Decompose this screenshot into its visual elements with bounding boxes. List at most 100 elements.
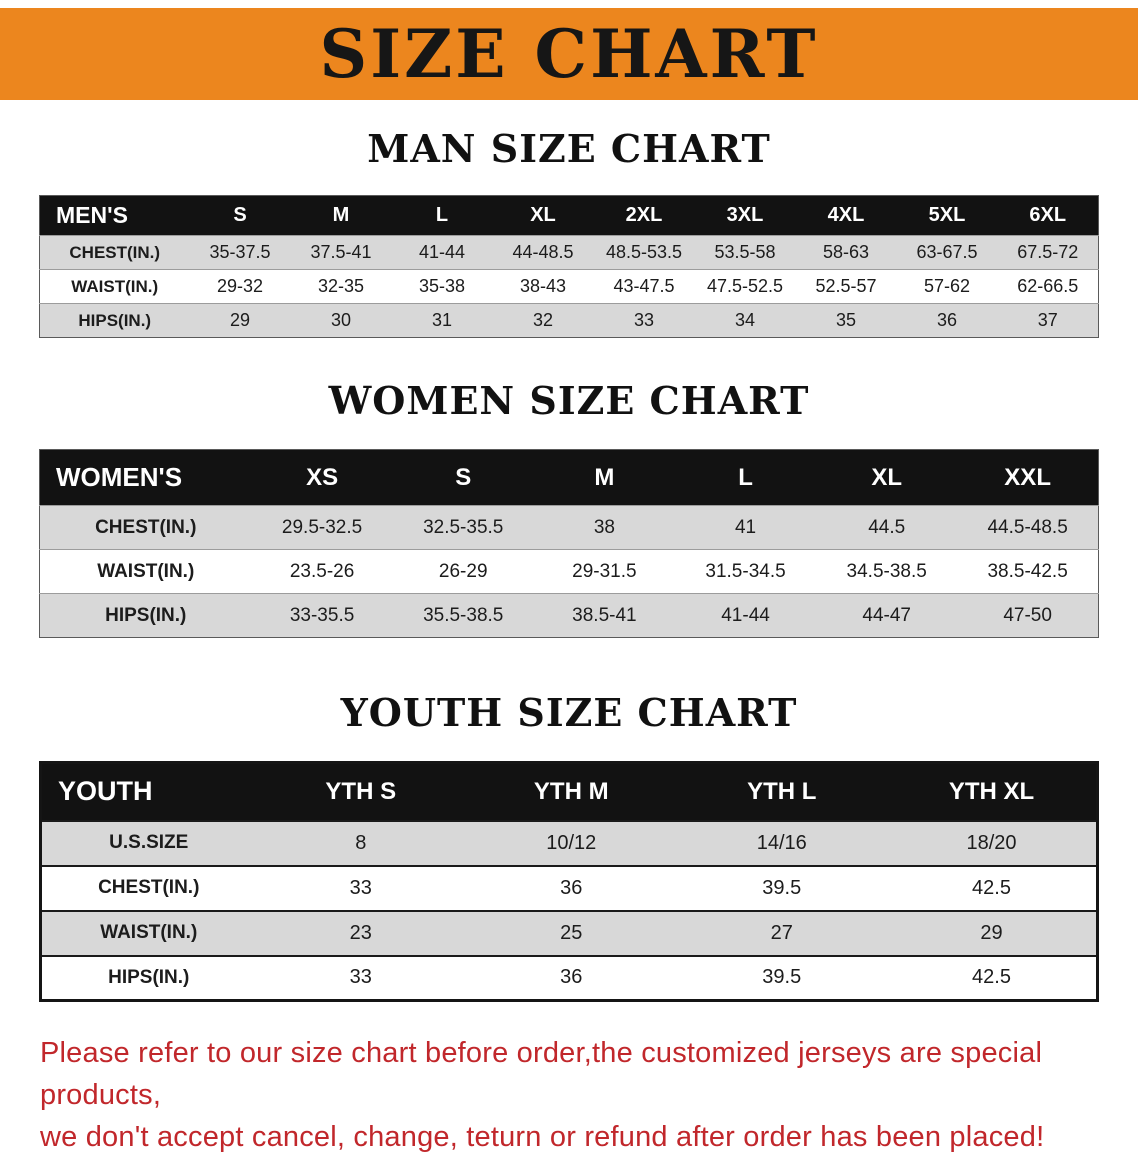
value-cell: 52.5-57 [795, 269, 897, 304]
measurement-row: U.S.SIZE 8 10/12 14/16 18/20 [40, 819, 1098, 866]
value-cell: 37 [997, 303, 1099, 338]
size-header-cell: YTH M [533, 777, 609, 805]
section-heading-women: WOMEN SIZE CHART [328, 378, 810, 423]
value-cell: 36 [466, 864, 677, 911]
value-cell: 33 [593, 303, 695, 338]
value-cell: 29-31.5 [533, 549, 675, 594]
size-header-cell: S [455, 463, 472, 491]
table-title-cell: MEN'S [56, 202, 128, 228]
section-women: WOMEN SIZE CHART WOMEN'S XS S M L XL XXL CHEST(… [0, 378, 1138, 638]
value-cell: 38-43 [492, 269, 594, 304]
row-label-cell: WAIST(IN.) [39, 549, 252, 594]
value-cell: 31 [391, 303, 493, 338]
row-label-cell: U.S.SIZE [40, 819, 256, 866]
row-label-cell: WAIST(IN.) [40, 909, 256, 956]
value-cell: 39.5 [676, 954, 887, 1001]
page-title: SIZE CHART [319, 15, 819, 93]
value-cell: 29 [887, 909, 1098, 956]
value-cell: 32-35 [290, 269, 392, 304]
size-header-cell: XL [530, 204, 556, 226]
section-heading-youth: YOUTH SIZE CHART [340, 690, 798, 735]
table-header-row: MEN'S S M L XL 2XL 3XL 4XL 5XL 6XL [39, 195, 1099, 236]
size-header-cell: 5XL [928, 204, 966, 226]
value-cell: 32.5-35.5 [392, 505, 534, 550]
size-header-cell: L [435, 204, 449, 226]
value-cell: 42.5 [887, 864, 1098, 911]
value-cell: 34 [694, 303, 796, 338]
women-size-table: WOMEN'S XS S M L XL XXL CHEST(IN.) 29.5-32.5 32.5… [39, 449, 1099, 638]
section-youth: YOUTH SIZE CHART YOUTH YTH S YTH M YTH L YTH… [0, 690, 1138, 1002]
value-cell: 53.5-58 [694, 235, 796, 270]
table-title-cell: WOMEN'S [56, 462, 183, 492]
value-cell: 33 [255, 864, 466, 911]
size-header-cell: 2XL [625, 204, 663, 226]
size-header-cell: M [594, 463, 615, 491]
measurement-row: CHEST(IN.) 29.5-32.5 32.5-35.5 38 41 44.5 44.5… [39, 505, 1099, 550]
measurement-row: HIPS(IN.) 33-35.5 35.5-38.5 38.5-41 41-44 44-… [39, 593, 1099, 638]
value-cell: 41 [674, 505, 817, 550]
value-cell: 35-37.5 [189, 235, 291, 270]
value-cell: 57-62 [896, 269, 998, 304]
value-cell: 38.5-42.5 [957, 549, 1099, 594]
value-cell: 42.5 [887, 954, 1098, 1001]
value-cell: 8 [255, 819, 466, 866]
value-cell: 27 [676, 909, 887, 956]
measurement-row: CHEST(IN.) 33 36 39.5 42.5 [40, 864, 1098, 911]
size-header-cell: YTH L [747, 777, 817, 805]
notice-line-1: Please refer to our size chart before or… [40, 1037, 1043, 1112]
value-cell: 41-44 [391, 235, 493, 270]
value-cell: 33 [255, 954, 466, 1001]
value-cell: 26-29 [392, 549, 534, 594]
value-cell: 58-63 [795, 235, 897, 270]
value-cell: 14/16 [676, 819, 887, 866]
row-label-cell: HIPS(IN.) [40, 954, 256, 1001]
value-cell: 47.5-52.5 [694, 269, 796, 304]
banner: SIZE CHART [0, 8, 1138, 100]
row-label-cell: WAIST(IN.) [39, 269, 190, 304]
value-cell: 29.5-32.5 [251, 505, 393, 550]
row-label-cell: HIPS(IN.) [39, 593, 252, 638]
row-label-cell: CHEST(IN.) [40, 864, 256, 911]
value-cell: 25 [466, 909, 677, 956]
value-cell: 44.5 [816, 505, 958, 550]
value-cell: 35.5-38.5 [392, 593, 534, 638]
footer-notice: Please refer to our size chart before or… [40, 1032, 1138, 1158]
row-label-cell: CHEST(IN.) [39, 235, 190, 270]
value-cell: 30 [290, 303, 392, 338]
measurement-row: HIPS(IN.) 33 36 39.5 42.5 [40, 954, 1098, 1001]
size-header-cell: 3XL [726, 204, 764, 226]
value-cell: 32 [492, 303, 594, 338]
value-cell: 62-66.5 [997, 269, 1099, 304]
youth-size-table: YOUTH YTH S YTH M YTH L YTH XL U.S.SIZE 8 10/12… [39, 761, 1099, 1002]
value-cell: 43-47.5 [593, 269, 695, 304]
value-cell: 38 [533, 505, 675, 550]
value-cell: 29-32 [189, 269, 291, 304]
value-cell: 37.5-41 [290, 235, 392, 270]
size-header-cell: M [332, 204, 350, 226]
value-cell: 47-50 [957, 593, 1099, 638]
value-cell: 35-38 [391, 269, 493, 304]
section-men: MAN SIZE CHART MEN'S S M L XL 2XL 3XL 4XL 5XL 6XL… [0, 126, 1138, 338]
value-cell: 63-67.5 [896, 235, 998, 270]
value-cell: 31.5-34.5 [674, 549, 817, 594]
size-header-cell: L [738, 463, 753, 491]
size-header-cell: S [233, 204, 247, 226]
value-cell: 38.5-41 [533, 593, 675, 638]
value-cell: 33-35.5 [251, 593, 393, 638]
value-cell: 67.5-72 [997, 235, 1099, 270]
row-label-cell: HIPS(IN.) [39, 303, 190, 338]
size-header-cell: YTH XL [948, 777, 1035, 805]
value-cell: 36 [466, 954, 677, 1001]
measurement-row: CHEST(IN.) 35-37.5 37.5-41 41-44 44-48.5 48.5… [39, 235, 1099, 270]
value-cell: 36 [896, 303, 998, 338]
size-header-cell: YTH S [325, 777, 397, 805]
row-label-cell: CHEST(IN.) [39, 505, 252, 550]
table-header-row: YOUTH YTH S YTH M YTH L YTH XL [40, 762, 1098, 821]
table-header-row: WOMEN'S XS S M L XL XXL [39, 449, 1099, 506]
value-cell: 35 [795, 303, 897, 338]
value-cell: 18/20 [887, 819, 1098, 866]
measurement-row: HIPS(IN.) 29 30 31 32 33 34 35 36 37 [39, 303, 1099, 338]
value-cell: 44.5-48.5 [957, 505, 1099, 550]
value-cell: 44-47 [816, 593, 958, 638]
